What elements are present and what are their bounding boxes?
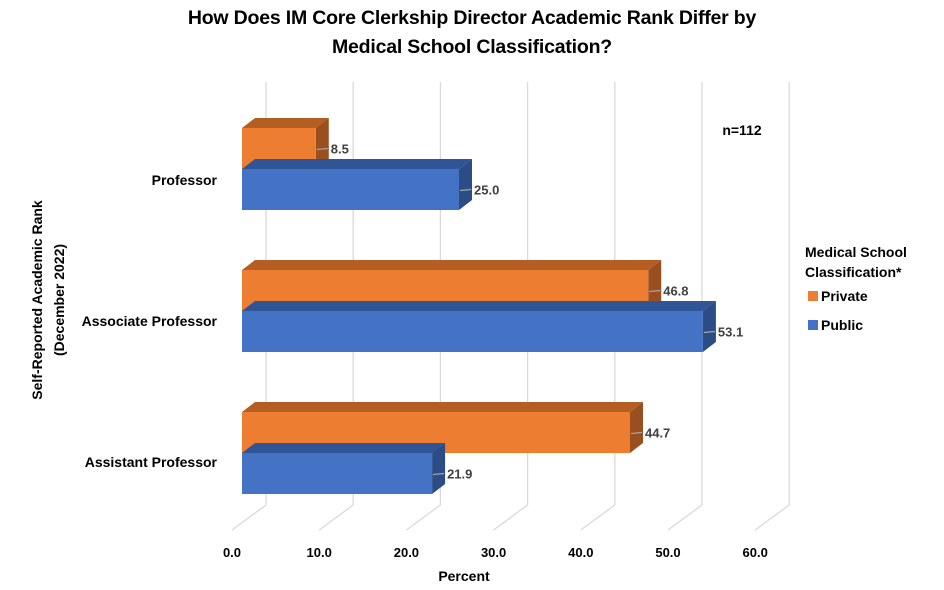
legend-item-public[interactable]: Public <box>808 317 863 333</box>
y-axis-title-line-2: (December 2022) <box>51 244 67 356</box>
legend-swatch-public <box>808 320 818 330</box>
bar-side-face <box>629 402 643 453</box>
data-label-leader <box>703 330 715 334</box>
data-label: 44.7 <box>645 426 670 441</box>
data-label: 53.1 <box>718 325 743 340</box>
chart-title-line-1: How Does IM Core Clerkship Director Acad… <box>187 7 757 29</box>
data-label-leader <box>433 472 445 476</box>
data-label-leader <box>630 431 643 435</box>
chart-title: How Does IM Core Clerkship Director Acad… <box>0 4 944 62</box>
bar-group: 46.8 53.1 <box>242 260 743 352</box>
x-tick-label: 40.0 <box>568 545 593 560</box>
floor-gridline <box>493 504 528 531</box>
legend-title-line-2: Classification* <box>805 264 902 280</box>
chart-title-line-2: Medical School Classification? <box>331 36 613 58</box>
data-label: 46.8 <box>663 284 688 299</box>
bar-top-face <box>242 159 472 169</box>
data-label-leader <box>649 289 661 293</box>
x-tick-label: 20.0 <box>394 545 419 560</box>
bar-front-face <box>242 453 433 494</box>
x-tick-label: 10.0 <box>307 545 332 560</box>
bar-top-face <box>242 443 446 453</box>
bar-front-face <box>242 311 703 352</box>
bar-side-face <box>459 159 472 210</box>
legend-title-line-1: Medical School <box>805 244 907 260</box>
x-tick-label: 30.0 <box>481 545 506 560</box>
bar-top-face <box>242 402 643 412</box>
bar-side-face <box>702 301 716 352</box>
x-tick-label: 0.0 <box>223 545 241 560</box>
legend-label-public: Public <box>821 317 863 333</box>
bar-top-face <box>242 118 329 128</box>
value-axis: 0.0 10.0 20.0 30.0 40.0 50.0 60.0 <box>223 545 768 560</box>
legend-label-private: Private <box>821 288 868 304</box>
bar-public[interactable]: 21.9 <box>242 443 472 494</box>
legend-item-private[interactable]: Private <box>808 288 868 304</box>
y-axis-title-line-1: Self-Reported Academic Rank <box>29 200 45 400</box>
data-label-leader <box>459 188 472 192</box>
floor-gridline <box>231 504 267 531</box>
category-axis: Professor Associate Professor Assistant Pr… <box>82 172 218 470</box>
bar-side-face <box>315 118 329 169</box>
bar-group: 8.5 25.0 <box>242 118 499 210</box>
data-label: 25.0 <box>474 183 499 198</box>
bar-group: 44.7 21.9 <box>242 402 670 494</box>
bar-top-face <box>242 260 662 270</box>
floor-gridline <box>580 504 616 531</box>
x-tick-label: 50.0 <box>655 545 680 560</box>
bar-top-face <box>242 301 716 311</box>
legend-swatch-private <box>808 291 818 301</box>
legend: Medical School Classification* Private P… <box>805 244 907 333</box>
floor-gridline <box>406 504 441 531</box>
x-axis-title: Percent <box>438 568 490 584</box>
data-label: 8.5 <box>331 142 349 157</box>
category-label: Assistant Professor <box>85 454 218 470</box>
bar-front-face <box>242 169 459 210</box>
floor-gridline <box>667 504 703 531</box>
category-label: Professor <box>152 172 218 188</box>
data-label-leader <box>316 147 328 151</box>
y-axis-title: Self-Reported Academic Rank (December 20… <box>29 200 67 400</box>
floor-gridline <box>318 504 354 531</box>
bar-side-face <box>432 443 446 494</box>
bar-side-face <box>648 260 662 311</box>
bar-public[interactable]: 25.0 <box>242 159 499 210</box>
data-label: 21.9 <box>447 467 472 482</box>
x-tick-label: 60.0 <box>743 545 768 560</box>
bars: 8.5 25.0 46.8 53.1 44.7 21.9 <box>242 118 743 494</box>
category-label: Associate Professor <box>82 313 218 329</box>
sample-size-annotation: n=112 <box>722 122 762 138</box>
bar-public[interactable]: 53.1 <box>242 301 743 352</box>
floor-gridline <box>754 504 790 531</box>
